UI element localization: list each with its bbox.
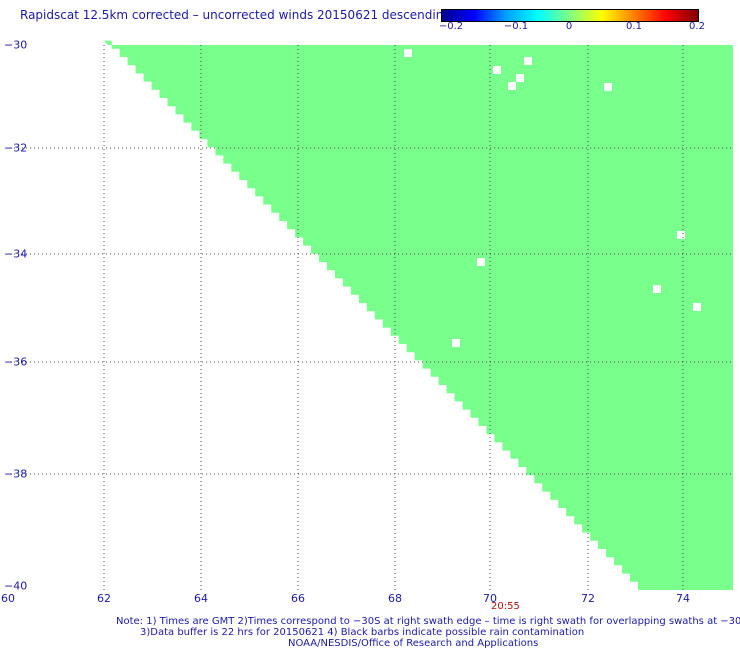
- lat-label: −38: [4, 467, 28, 481]
- lat-label: −32: [4, 141, 28, 155]
- colorbar-tick: 0.1: [626, 21, 642, 32]
- data-gap: [477, 258, 485, 266]
- data-gap: [524, 57, 532, 65]
- data-gap: [693, 303, 701, 311]
- data-gap: [604, 83, 612, 91]
- lon-label: 70: [483, 592, 497, 605]
- lon-label: 66: [291, 592, 305, 605]
- colorbar-tick: 0.2: [689, 21, 705, 32]
- data-gap: [404, 49, 412, 57]
- colorbar-tick: −0.2: [438, 21, 464, 32]
- lat-label: −30: [4, 38, 28, 52]
- data-gap: [677, 231, 685, 239]
- data-gap: [452, 339, 460, 347]
- lon-label: 74: [676, 592, 690, 605]
- data-gap: [493, 66, 501, 74]
- lon-label: 60: [1, 592, 15, 605]
- swath-region: [103, 40, 733, 591]
- colorbar: [441, 9, 699, 22]
- lon-label: 62: [97, 592, 111, 605]
- footnote-line-1: Note: 1) Times are GMT 2)Times correspon…: [116, 616, 740, 627]
- lat-label: −34: [4, 247, 28, 261]
- data-gap: [516, 74, 524, 82]
- pass-timestamp: 20:55: [491, 601, 520, 612]
- colorbar-tick: 0: [565, 21, 573, 32]
- lon-label: 68: [388, 592, 402, 605]
- lon-label: 64: [194, 592, 208, 605]
- lat-label: −36: [4, 355, 28, 369]
- colorbar-tick: −0.1: [503, 21, 529, 32]
- lat-label: −40: [4, 579, 28, 593]
- data-gap: [508, 82, 516, 90]
- data-gap: [653, 285, 661, 293]
- lon-label: 72: [581, 592, 595, 605]
- footnote-credit: NOAA/NESDIS/Office of Research and Appli…: [288, 638, 539, 649]
- footnote-line-2: 3)Data buffer is 22 hrs for 20150621 4) …: [140, 627, 585, 638]
- map-title: Rapidscat 12.5km corrected – uncorrected…: [20, 8, 451, 22]
